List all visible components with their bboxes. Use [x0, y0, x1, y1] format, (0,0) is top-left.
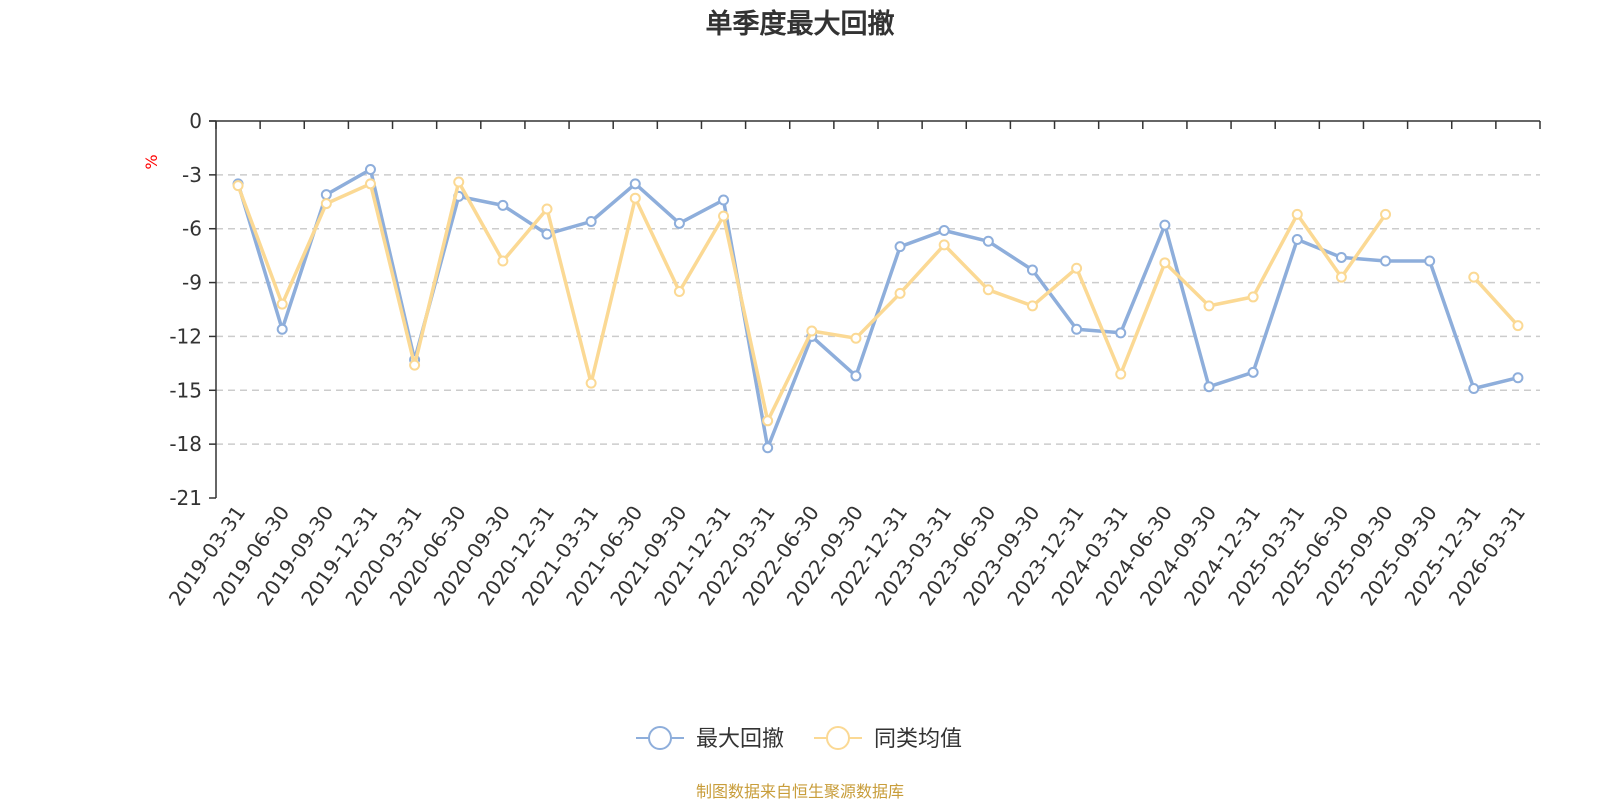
y-tick-label: -12: [169, 324, 202, 348]
data-point[interactable]: [1380, 208, 1392, 220]
data-point[interactable]: [1512, 320, 1524, 332]
legend-marker: [826, 726, 850, 750]
series-2: [232, 176, 1524, 427]
y-axis-ticks: 0 -3 -6 -9 -12 -15 -18 -21: [169, 109, 216, 510]
data-point[interactable]: [1335, 271, 1347, 283]
chart-title: 单季度最大回撤: [706, 8, 895, 40]
data-point[interactable]: [585, 216, 597, 228]
y-tick-label: -9: [182, 271, 202, 295]
series-lines: [232, 163, 1524, 454]
data-point[interactable]: [982, 284, 994, 296]
data-point[interactable]: [850, 332, 862, 344]
data-point[interactable]: [497, 255, 509, 267]
y-tick-label: -3: [182, 163, 202, 187]
data-point[interactable]: [894, 241, 906, 253]
legend-label: 同类均值: [874, 727, 962, 752]
data-point[interactable]: [1468, 271, 1480, 283]
data-point[interactable]: [1424, 255, 1436, 267]
y-tick-label: 0: [189, 109, 202, 133]
data-point[interactable]: [718, 194, 730, 206]
data-point[interactable]: [541, 203, 553, 215]
data-point[interactable]: [276, 323, 288, 335]
series-line: [236, 167, 1520, 450]
data-point[interactable]: [453, 176, 465, 188]
y-axis-unit-label: %: [142, 154, 161, 169]
data-point[interactable]: [982, 235, 994, 247]
data-point[interactable]: [1247, 291, 1259, 303]
data-point[interactable]: [718, 210, 730, 222]
data-point[interactable]: [232, 180, 244, 192]
data-point[interactable]: [850, 370, 862, 382]
legend-item-1[interactable]: 最大回撤: [636, 726, 784, 752]
data-point[interactable]: [806, 325, 818, 337]
y-tick-label: -21: [169, 486, 202, 510]
y-tick-label: -6: [182, 217, 202, 241]
data-point[interactable]: [364, 178, 376, 190]
data-point[interactable]: [1291, 233, 1303, 245]
data-point[interactable]: [762, 442, 774, 454]
legend[interactable]: 最大回撤 同类均值: [636, 726, 962, 752]
data-point[interactable]: [1291, 208, 1303, 220]
data-point[interactable]: [1115, 327, 1127, 339]
data-point[interactable]: [762, 415, 774, 427]
y-tick-label: -18: [169, 432, 202, 456]
data-point[interactable]: [364, 163, 376, 175]
legend-marker: [648, 726, 672, 750]
data-point[interactable]: [673, 217, 685, 229]
data-point[interactable]: [1026, 264, 1038, 276]
data-point[interactable]: [1071, 323, 1083, 335]
x-axis-ticks: 2019-03-312019-06-302019-09-302019-12-31…: [164, 121, 1541, 610]
data-point[interactable]: [1159, 219, 1171, 231]
data-point[interactable]: [541, 228, 553, 240]
data-point[interactable]: [585, 377, 597, 389]
legend-label: 最大回撤: [696, 727, 784, 752]
data-point[interactable]: [1159, 257, 1171, 269]
data-point[interactable]: [1512, 372, 1524, 384]
y-tick-label: -15: [169, 378, 202, 402]
data-point[interactable]: [497, 199, 509, 211]
data-point[interactable]: [1026, 300, 1038, 312]
data-point[interactable]: [320, 189, 332, 201]
axes: [209, 120, 1540, 498]
data-point[interactable]: [894, 287, 906, 299]
data-point[interactable]: [1203, 300, 1215, 312]
data-point[interactable]: [1203, 381, 1215, 393]
data-point[interactable]: [629, 178, 641, 190]
data-point[interactable]: [409, 359, 421, 371]
data-source-note: 制图数据来自恒生聚源数据库: [696, 782, 904, 800]
data-point[interactable]: [1247, 366, 1259, 378]
grid-lines: [216, 174, 1540, 445]
data-point[interactable]: [1115, 368, 1127, 380]
data-point[interactable]: [938, 239, 950, 251]
series-line: [1472, 275, 1520, 328]
data-point[interactable]: [1468, 382, 1480, 394]
data-point[interactable]: [938, 225, 950, 237]
data-point[interactable]: [629, 192, 641, 204]
data-point[interactable]: [1071, 262, 1083, 274]
data-point[interactable]: [276, 298, 288, 310]
data-point[interactable]: [1335, 251, 1347, 263]
legend-item-2[interactable]: 同类均值: [814, 726, 962, 752]
data-point[interactable]: [320, 198, 332, 210]
data-point[interactable]: [673, 286, 685, 298]
data-point[interactable]: [1380, 255, 1392, 267]
